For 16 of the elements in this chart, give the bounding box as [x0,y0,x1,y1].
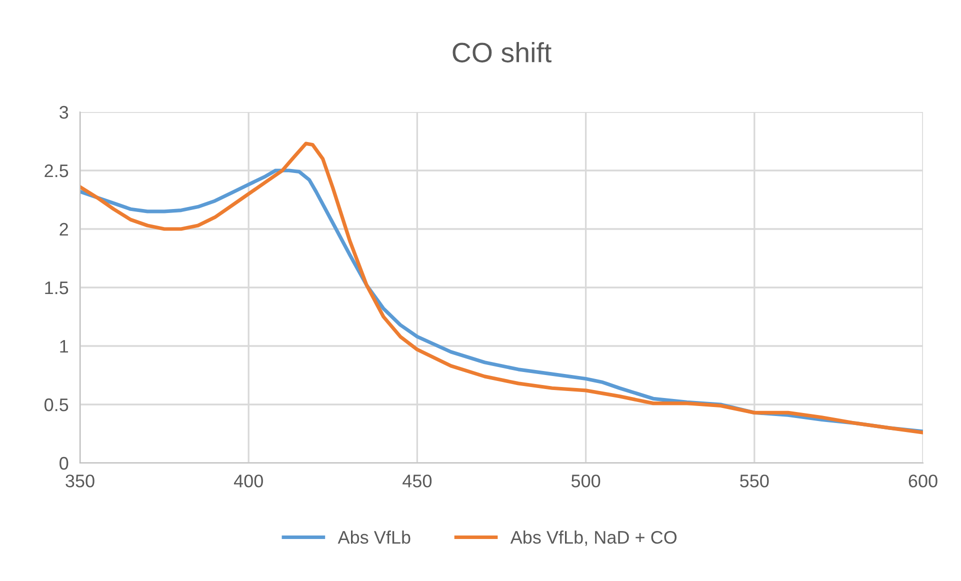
y-tick-label: 0 [60,456,68,470]
x-tick-label: 550 [740,474,769,488]
legend-label: Abs VfLb, NaD + CO [510,530,677,546]
chart-title: CO shift [452,42,552,62]
y-tick-label: 0.5 [44,398,68,412]
x-tick-label: 400 [234,474,263,488]
x-tick-label: 600 [908,474,938,488]
y-tick-label: 1.5 [45,282,68,294]
x-tick-label: 450 [402,474,432,488]
y-tick-label: 1 [60,340,68,353]
y-tick-label: 3 [60,106,68,119]
y-tick-label: 2 [60,222,68,236]
x-tick-label: 500 [571,474,600,488]
legend-label: Abs VfLb [338,530,410,544]
x-tick-label: 350 [66,474,94,488]
y-tick-label: 2.5 [44,164,68,178]
